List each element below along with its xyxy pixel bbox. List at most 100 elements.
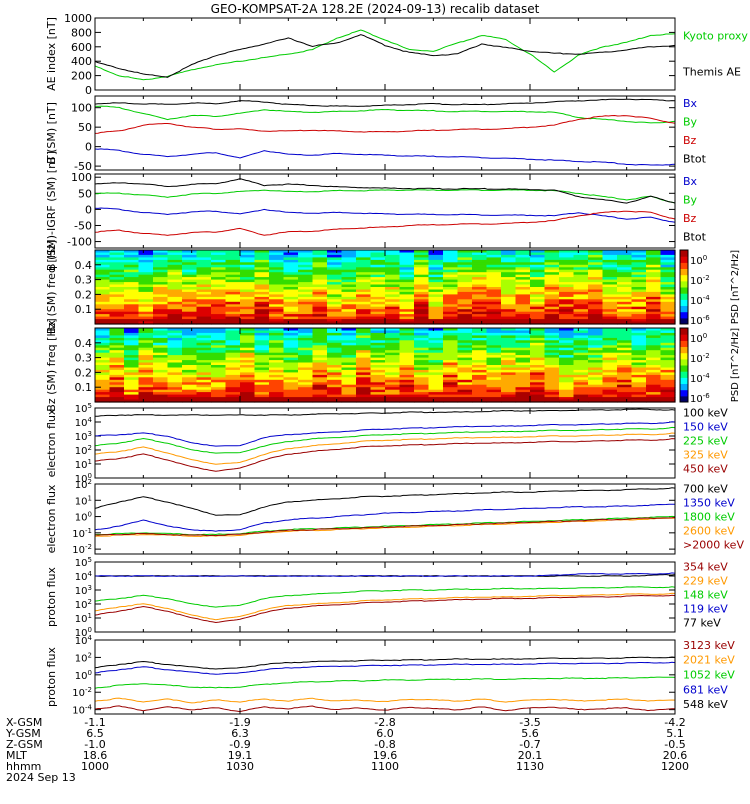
heat-cell [312, 321, 328, 325]
heat-cell [182, 309, 198, 313]
heat-cell [109, 254, 125, 258]
heat-cell [211, 365, 227, 369]
heat-cell [530, 342, 546, 346]
y-tick-label: 1000 [64, 12, 92, 25]
heat-cell [385, 337, 401, 341]
heat-cell [182, 282, 198, 286]
footer-value: 19.6 [373, 749, 398, 762]
colorbar-segment [680, 328, 688, 335]
heat-cell [341, 399, 357, 403]
heat-cell [138, 332, 154, 336]
heat-cell [602, 355, 618, 359]
heat-cell [167, 262, 183, 266]
heat-cell [646, 335, 662, 339]
heat-cell [617, 330, 633, 334]
heat-cell [341, 304, 357, 308]
heat-cell [269, 291, 285, 295]
y-tick-label: 0 [85, 84, 92, 97]
heat-cell [182, 252, 198, 256]
heat-cell [515, 262, 531, 266]
heat-cell [196, 377, 212, 381]
heat-cell [414, 301, 430, 305]
heat-cell [370, 337, 386, 341]
heat-cell [124, 269, 140, 273]
heat-cell [501, 294, 517, 298]
heat-cell [153, 282, 169, 286]
heat-cell [486, 296, 502, 300]
heat-cell [530, 367, 546, 371]
heat-cell [124, 267, 140, 271]
heat-cell [617, 387, 633, 391]
heat-cell [631, 282, 647, 286]
heat-cell [602, 328, 618, 332]
heat-cell [443, 389, 459, 393]
series-line-119-kev [95, 572, 675, 577]
heat-cell [515, 362, 531, 366]
heat-cell [573, 284, 589, 288]
heat-cell [486, 282, 502, 286]
heat-cell [138, 397, 154, 401]
heat-cell [298, 259, 314, 263]
heat-cell [341, 296, 357, 300]
heat-cell [385, 392, 401, 396]
heat-cell [660, 328, 676, 332]
heat-cell [515, 279, 531, 283]
heat-cell [573, 316, 589, 320]
heat-cell [95, 337, 111, 341]
heat-cell [617, 392, 633, 396]
heat-cell [356, 250, 372, 254]
heat-cell [167, 350, 183, 354]
heat-cell [530, 291, 546, 295]
heat-cell [95, 335, 111, 339]
heat-cell [240, 372, 256, 376]
heat-cell [428, 355, 444, 359]
heat-cell [544, 274, 560, 278]
heat-cell [225, 264, 241, 268]
heat-cell [501, 389, 517, 393]
heat-cell [428, 357, 444, 361]
heat-cell [225, 337, 241, 341]
heat-cell [457, 342, 473, 346]
heat-cell [559, 387, 575, 391]
heat-cell [356, 274, 372, 278]
heat-cell [240, 399, 256, 403]
heat-cell [646, 264, 662, 268]
heat-cell [269, 282, 285, 286]
heat-cell [240, 296, 256, 300]
heat-cell [544, 277, 560, 281]
heat-cell [283, 321, 299, 325]
heat-cell [617, 335, 633, 339]
heat-cell [660, 374, 676, 378]
heat-cell [327, 342, 343, 346]
heat-cell [486, 262, 502, 266]
heat-cell [573, 355, 589, 359]
heat-cell [269, 332, 285, 336]
heat-cell [196, 296, 212, 300]
heat-cell [138, 342, 154, 346]
heat-cell [341, 342, 357, 346]
heat-cell [124, 332, 140, 336]
heat-cell [269, 314, 285, 318]
y-tick-label: 400 [71, 55, 92, 68]
heat-cell [153, 301, 169, 305]
heat-cell [298, 257, 314, 261]
heat-cell [211, 289, 227, 293]
heat-cell [153, 299, 169, 303]
series-line-kyoto-proxy-ae [95, 29, 675, 81]
heat-cell [544, 394, 560, 398]
heat-cell [356, 330, 372, 334]
heat-cell [617, 274, 633, 278]
heat-cell [617, 382, 633, 386]
heat-cell [559, 274, 575, 278]
heat-cell [530, 377, 546, 381]
heat-cell [370, 279, 386, 283]
heat-cell [182, 262, 198, 266]
heat-cell [472, 389, 488, 393]
heat-cell [283, 250, 299, 254]
heat-cell [341, 309, 357, 313]
heat-cell [167, 335, 183, 339]
heat-cell [109, 316, 125, 320]
heat-cell [472, 316, 488, 320]
heat-cell [124, 254, 140, 258]
heat-cell [124, 277, 140, 281]
